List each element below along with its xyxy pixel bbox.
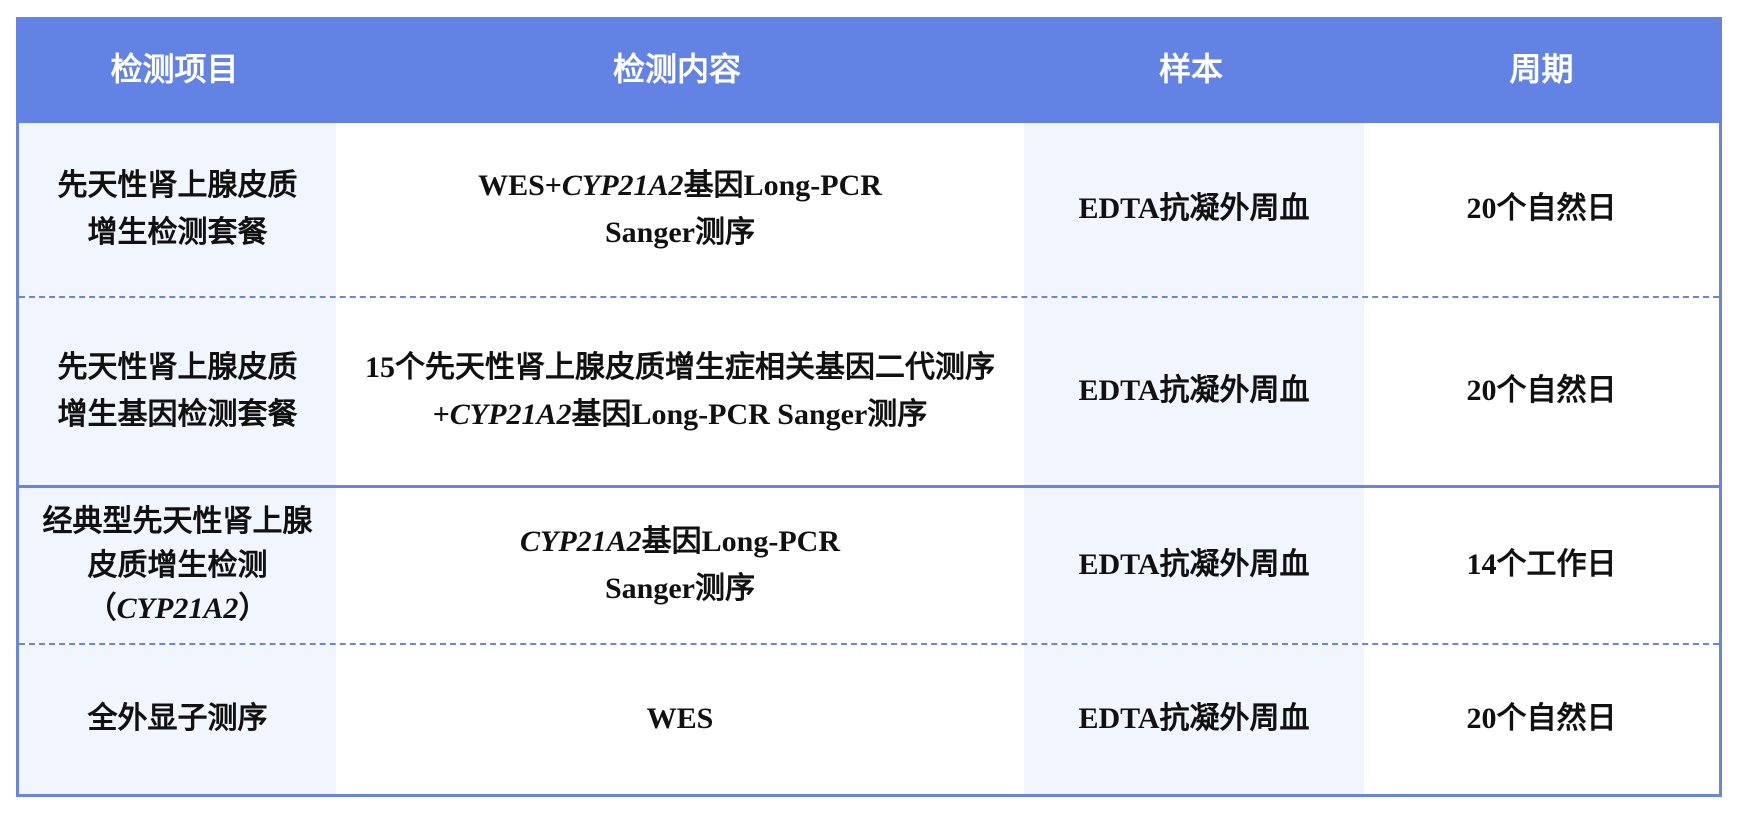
header-sample: 样本	[1158, 51, 1223, 88]
period-cell: 20个自然日	[1466, 374, 1617, 408]
test-table: 检测项目 检测内容 样本 周期 先天性肾上腺皮质增生检测套餐 WES+CYP21…	[16, 17, 1722, 797]
table-row: 先天性肾上腺皮质增生基因检测套餐 15个先天性肾上腺皮质增生症相关基因二代测序+…	[19, 298, 1719, 488]
content-cell: WES+CYP21A2基因Long-PCR Sanger测序	[336, 123, 1024, 296]
content-text: WES+	[478, 169, 562, 202]
period-cell: 20个自然日	[1466, 192, 1617, 226]
item-cell: 全外显子测序	[19, 645, 336, 794]
item-cell: 先天性肾上腺皮质增生基因检测套餐	[19, 298, 336, 485]
gene-name: CYP21A2	[116, 592, 239, 626]
item-cell: 先天性肾上腺皮质增生检测套餐	[19, 123, 336, 296]
gene-name: CYP21A2	[519, 525, 642, 558]
header-period: 周期	[1509, 51, 1574, 88]
table-row: 全外显子测序 WES EDTA抗凝外周血 20个自然日	[19, 645, 1719, 794]
content-text: 15个先天性肾上腺皮质增生症相关基因二代测序+	[365, 351, 995, 431]
gene-name: CYP21A2	[561, 169, 684, 202]
period-cell: 14个工作日	[1466, 548, 1617, 582]
content-cell: CYP21A2基因Long-PCR Sanger测序	[336, 488, 1024, 643]
item-cell: 经典型先天性肾上腺皮质增生检测 （CYP21A2）	[19, 488, 336, 643]
table-row: 先天性肾上腺皮质增生检测套餐 WES+CYP21A2基因Long-PCR San…	[19, 123, 1719, 298]
header-content: 检测内容	[612, 51, 741, 88]
content-cell: 15个先天性肾上腺皮质增生症相关基因二代测序+CYP21A2基因Long-PCR…	[336, 298, 1024, 485]
table-header: 检测项目 检测内容 样本 周期	[16, 17, 1722, 123]
item-text: 经典型先天性肾上腺皮质增生检测	[42, 505, 313, 582]
sample-cell: EDTA抗凝外周血	[1024, 488, 1364, 643]
gene-name: CYP21A2	[449, 397, 572, 431]
header-item: 检测项目	[110, 51, 239, 88]
sample-cell: EDTA抗凝外周血	[1024, 645, 1364, 794]
content-text: 基因Long-PCR Sanger测序	[605, 525, 840, 605]
sample-cell: EDTA抗凝外周血	[1024, 298, 1364, 485]
content-text: 基因Long-PCR Sanger测序	[571, 397, 928, 431]
table-row: 经典型先天性肾上腺皮质增生检测 （CYP21A2） CYP21A2基因Long-P…	[19, 488, 1719, 645]
sample-cell: EDTA抗凝外周血	[1024, 123, 1364, 296]
period-cell: 20个自然日	[1466, 702, 1617, 736]
content-text: 基因Long-PCR Sanger测序	[605, 169, 882, 249]
content-cell: WES	[646, 702, 714, 736]
